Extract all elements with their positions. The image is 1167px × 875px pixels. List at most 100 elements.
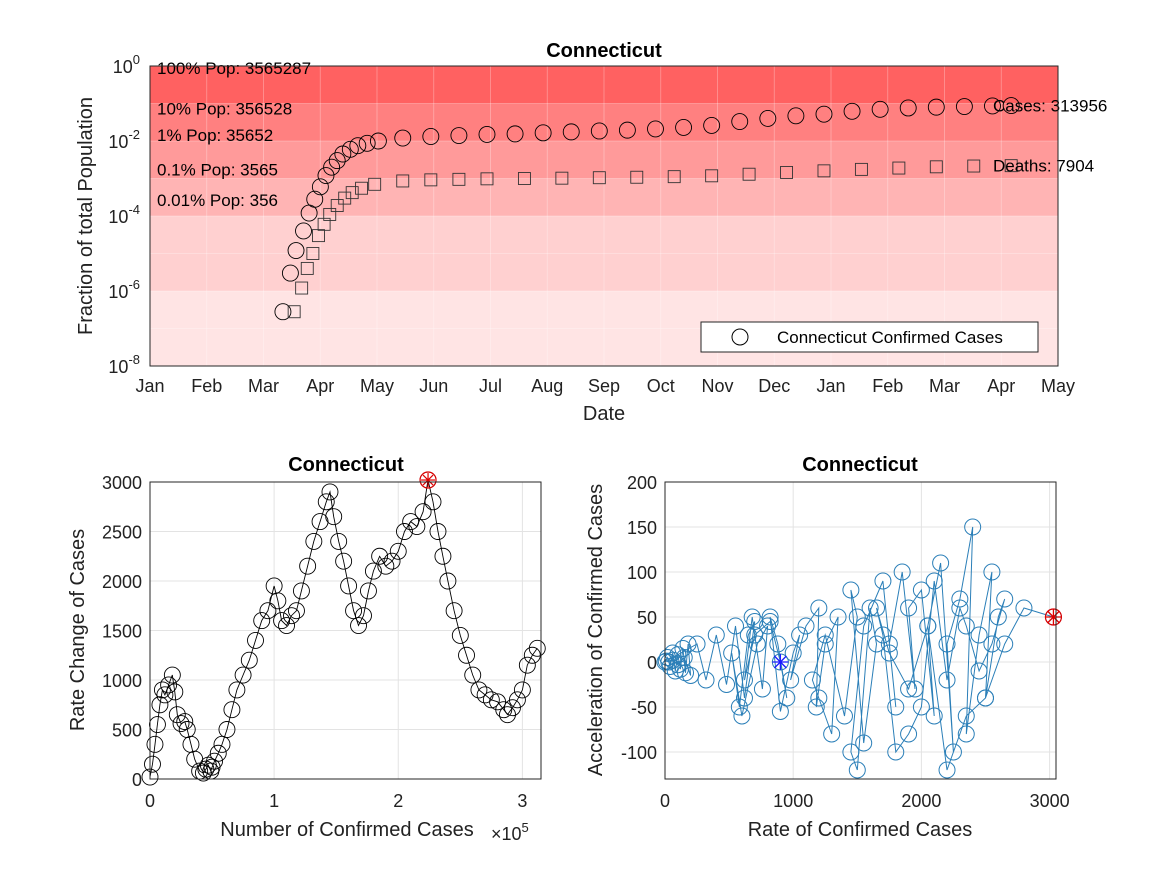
x-tick-label: Jan — [816, 376, 845, 396]
acceleration-point — [823, 725, 841, 743]
case-point — [618, 121, 636, 139]
acceleration-point — [842, 581, 860, 599]
rate-point — [283, 607, 300, 625]
rate-point — [513, 681, 531, 699]
rate-point — [424, 493, 442, 511]
acceleration-point — [743, 608, 761, 626]
rate-point — [146, 735, 164, 753]
bottom-right-plot: 0 1000 2000 3000 200 150 100 50 0 -50 -100 Connec… — [585, 454, 1070, 841]
case-point — [562, 123, 580, 141]
acceleration-point — [829, 608, 847, 626]
case-point — [590, 122, 608, 140]
population-label: 1% Pop: 35652 — [157, 126, 273, 145]
death-point — [306, 247, 320, 260]
x-tick-label: May — [360, 376, 394, 396]
y-tick-base: 10 — [108, 207, 128, 227]
x-tick-label: 3 — [517, 791, 527, 811]
acceleration-point — [855, 617, 873, 635]
acceleration-point — [669, 656, 687, 674]
population-band — [150, 103, 1058, 141]
rate-point — [156, 686, 174, 704]
rate-point — [148, 716, 166, 733]
rate-point — [317, 493, 335, 511]
x-tick-label: 3000 — [1030, 791, 1070, 811]
case-point — [281, 264, 299, 282]
death-point — [330, 199, 344, 212]
death-point — [345, 186, 359, 200]
acceleration-point — [887, 743, 905, 761]
rate-point — [470, 681, 488, 699]
x-tick-label: 0 — [660, 791, 670, 811]
rate-point — [389, 542, 407, 560]
case-point — [843, 102, 861, 120]
case-point — [394, 129, 412, 147]
bl-grid — [149, 481, 541, 780]
x-tick-label: Nov — [701, 376, 733, 396]
acceleration-point — [938, 635, 956, 653]
acceleration-point — [970, 662, 988, 680]
acceleration-point — [733, 707, 751, 725]
y-tick-label: 0 — [647, 653, 657, 673]
death-point — [480, 172, 494, 186]
y-tick-base: 10 — [108, 282, 128, 302]
rate-point — [223, 701, 241, 719]
case-point — [871, 100, 889, 118]
br-ylabel: Acceleration of Confirmed Cases — [585, 484, 607, 776]
case-point — [759, 109, 777, 127]
rate-point — [234, 666, 252, 684]
acceleration-point — [769, 635, 787, 653]
y-tick-exp: -4 — [128, 202, 140, 217]
rate-point — [377, 557, 395, 575]
bottom-left-plot: 0 1 2 3 0 500 1000 1500 2000 2500 3000 Connecticu… — [67, 454, 546, 844]
rate-point — [163, 666, 181, 684]
bl-x-exponent-power: 5 — [522, 820, 529, 835]
acceleration-point — [810, 689, 828, 707]
bl-series — [141, 471, 546, 786]
rate-point — [299, 557, 317, 575]
acceleration-point — [730, 698, 748, 716]
acceleration-point — [912, 698, 930, 716]
rate-point — [360, 582, 377, 600]
acceleration-point — [996, 590, 1014, 608]
y-tick-label: 100 — [113, 52, 140, 77]
y-tick-label: 2500 — [102, 523, 142, 543]
acceleration-point — [951, 590, 969, 608]
death-point — [338, 191, 352, 205]
y-tick-exp: -8 — [128, 352, 140, 367]
case-point — [422, 128, 440, 145]
y-tick-label: 10-2 — [108, 127, 140, 152]
x-tick-label: Jun — [419, 376, 448, 396]
death-point — [705, 169, 719, 183]
br-series — [656, 518, 1062, 779]
bl-y-ticks: 0 500 1000 1500 2000 2500 3000 — [102, 473, 142, 790]
rate-point — [408, 518, 426, 535]
acceleration-point — [957, 617, 975, 635]
acceleration-point — [707, 626, 725, 644]
rate-point — [172, 715, 190, 733]
cases-series — [274, 97, 1020, 321]
acceleration-point — [842, 743, 860, 761]
x-tick-label: 0 — [145, 791, 155, 811]
rate-point — [292, 582, 310, 600]
legend-marker — [731, 328, 749, 346]
death-point — [295, 281, 309, 295]
acceleration-point — [887, 698, 905, 716]
population-label: 0.1% Pop: 3565 — [157, 161, 278, 180]
rate-point — [355, 607, 372, 625]
rate-point — [176, 713, 194, 731]
rate-point — [371, 547, 389, 565]
y-tick-label: -50 — [631, 698, 657, 718]
x-tick-label: 2 — [393, 791, 403, 811]
case-point — [787, 107, 805, 125]
case-point — [311, 178, 329, 196]
bl-title: Connecticut — [288, 454, 404, 476]
acceleration-point — [880, 635, 898, 653]
case-point — [295, 222, 312, 240]
y-tick-label: 150 — [627, 518, 657, 538]
acceleration-point — [938, 671, 956, 689]
death-point — [967, 159, 981, 173]
acceleration-point — [1015, 599, 1033, 617]
acceleration-point — [759, 617, 777, 635]
case-point — [369, 132, 387, 150]
acceleration-point — [893, 563, 911, 581]
